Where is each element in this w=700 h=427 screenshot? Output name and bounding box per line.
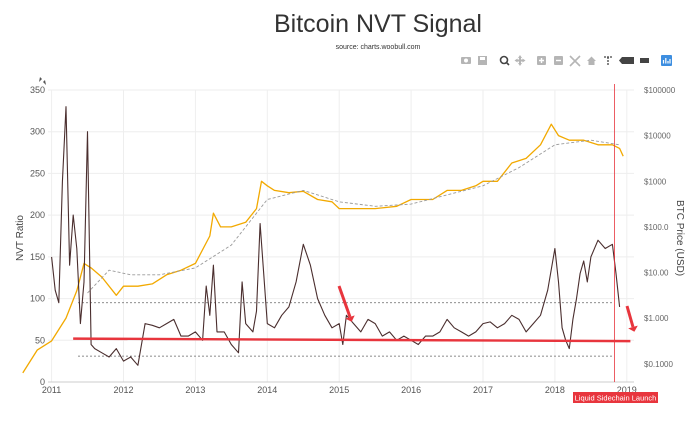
arrow-2015-shaft (337, 285, 352, 318)
arrow-2019 (625, 305, 638, 332)
arrow-2019-head (628, 325, 638, 332)
series (22, 106, 624, 374)
save-icon[interactable] (478, 56, 487, 65)
x-tick-label: 2014 (257, 385, 277, 395)
y-tick-label: 100 (30, 294, 45, 304)
y2-tick-label: $1000 (644, 177, 667, 186)
x-tick-label: 2016 (401, 385, 421, 395)
support-line-layer (73, 337, 631, 343)
spike-lines-icon[interactable] (604, 56, 612, 66)
chart-subtitle: source: charts.woobull.com (336, 44, 421, 51)
y2-tick-label: $100000 (644, 86, 676, 95)
plotly-logo-icon[interactable] (661, 55, 672, 66)
chart-title: Bitcoin NVT Signal (274, 10, 482, 38)
y2-tick-label: $100.0 (644, 223, 669, 232)
x-tick-label: 2018 (545, 385, 565, 395)
pan-cursor-icon (39, 77, 46, 85)
x-tick-label: 2011 (42, 385, 61, 395)
y-tick-label: 150 (30, 252, 45, 262)
arrow-2015-head (345, 315, 355, 322)
x-tick-label: 2013 (185, 385, 205, 395)
event-label-bg (573, 392, 658, 403)
event-layer: Liquid Sidechain Launch (573, 84, 658, 403)
y-tick-label: 200 (30, 210, 45, 220)
x-tick-label: 2017 (473, 385, 493, 395)
modebar (461, 55, 672, 67)
arrows (337, 285, 638, 332)
y-axis-label: NVT Ratio (15, 215, 26, 261)
y2-axis-ticks: $0.1000 $1.000 $10.00 $100.0 $1000 $10000 $100… (644, 86, 676, 369)
y2-axis-label: BTC Price (USD) (674, 200, 685, 276)
y-tick-label: 250 (30, 168, 45, 178)
nvt-signal-line (51, 106, 621, 366)
event-label: Liquid Sidechain Launch (575, 394, 657, 403)
x-tick-label: 2019 (617, 385, 637, 395)
y-tick-label: 0 (40, 377, 45, 387)
y2-tick-label: $10000 (644, 132, 671, 141)
x-axis-ticks: 2011 2012 2013 2014 2015 2016 2017 2018 2019 (42, 385, 637, 395)
hover-compare-icon[interactable] (640, 58, 649, 63)
trend-line (87, 139, 620, 294)
y-tick-label: 350 (30, 85, 45, 95)
y-tick-label: 50 (35, 335, 45, 345)
btc-price-line (22, 123, 624, 374)
x-tick-label: 2015 (329, 385, 349, 395)
y2-tick-label: $10.00 (644, 269, 669, 278)
arrow-2019-shaft (625, 305, 635, 328)
y-tick-label: 300 (30, 127, 45, 137)
pan-icon[interactable] (514, 55, 526, 66)
home-icon[interactable] (587, 56, 596, 66)
support-line (73, 337, 631, 343)
hover-closest-icon[interactable] (619, 57, 634, 64)
reference-lines (78, 302, 614, 357)
arrow-2015 (337, 285, 355, 322)
camera-icon[interactable] (461, 57, 471, 64)
x-tick-label: 2012 (113, 385, 133, 395)
y2-tick-label: $1.000 (644, 314, 669, 323)
autoscale-icon[interactable] (569, 55, 581, 67)
zoom-out-icon[interactable] (554, 56, 563, 65)
zoom-in-icon[interactable] (537, 56, 546, 65)
y-axis-ticks: 0 50 100 150 200 250 300 350 (30, 85, 45, 387)
y2-tick-label: $0.1000 (644, 360, 673, 369)
zoom-icon[interactable] (499, 55, 510, 66)
